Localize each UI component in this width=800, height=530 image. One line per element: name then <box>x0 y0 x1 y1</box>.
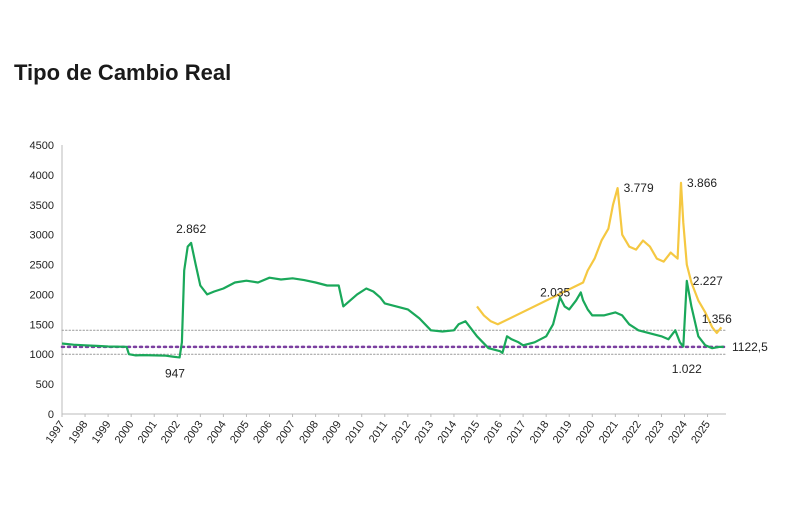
x-tick-label: 2017 <box>505 419 529 446</box>
x-tick-label: 2018 <box>528 419 552 446</box>
x-tick-label: 2021 <box>597 419 621 446</box>
x-tick-label: 1997 <box>44 419 68 446</box>
chart-title: Tipo de Cambio Real <box>14 60 232 85</box>
x-tick-label: 2007 <box>274 419 298 446</box>
x-tick-label: 1998 <box>67 419 91 446</box>
y-tick-label: 0 <box>48 409 54 421</box>
x-tick-label: 2008 <box>297 419 321 446</box>
x-tick-label: 2019 <box>551 419 575 446</box>
data-label: 3.866 <box>687 176 717 190</box>
y-tick-label: 2000 <box>30 289 54 301</box>
data-label: 3.779 <box>624 181 654 195</box>
x-tick-label: 2024 <box>666 419 690 446</box>
x-tick-label: 2002 <box>159 419 183 446</box>
data-label: 947 <box>165 366 185 380</box>
y-tick-label: 3000 <box>30 230 54 242</box>
y-tick-label: 2500 <box>30 260 54 272</box>
x-tick-label: 2001 <box>136 419 160 446</box>
series-line-yellow <box>476 181 723 334</box>
x-tick-label: 2015 <box>459 419 483 446</box>
x-tick-label: 1999 <box>90 419 114 446</box>
x-tick-label: 2012 <box>389 419 413 446</box>
y-tick-label: 1500 <box>30 319 54 331</box>
x-tick-label: 2010 <box>343 419 367 446</box>
x-tick-label: 2025 <box>689 419 713 446</box>
x-tick-label: 2023 <box>643 419 667 446</box>
x-tick-label: 2022 <box>620 419 644 446</box>
x-tick-label: 2020 <box>574 419 598 446</box>
data-label: 2.227 <box>693 274 723 288</box>
x-tick-label: 2009 <box>320 419 344 446</box>
y-tick-label: 4500 <box>30 140 54 152</box>
x-tick-label: 2006 <box>251 419 275 446</box>
data-label: 1.022 <box>672 362 702 376</box>
x-tick-label: 2000 <box>113 419 137 446</box>
y-tick-label: 4000 <box>30 170 54 182</box>
x-tick-label: 2013 <box>412 419 436 446</box>
x-tick-label: 2011 <box>367 419 390 445</box>
y-tick-label: 3500 <box>30 200 54 212</box>
data-label: 1122,5 <box>732 340 768 354</box>
x-tick-label: 2014 <box>436 419 460 446</box>
data-label: 1.356 <box>702 312 732 326</box>
data-label: 2.862 <box>176 222 206 236</box>
x-tick-label: 2003 <box>182 419 206 446</box>
y-tick-label: 1000 <box>30 349 54 361</box>
data-label: 2.035 <box>540 285 570 299</box>
x-tick-label: 2004 <box>205 419 229 446</box>
series-line-green <box>61 241 724 359</box>
y-tick-label: 500 <box>36 379 54 391</box>
x-tick-label: 2016 <box>482 419 506 446</box>
x-tick-label: 2005 <box>228 419 252 446</box>
